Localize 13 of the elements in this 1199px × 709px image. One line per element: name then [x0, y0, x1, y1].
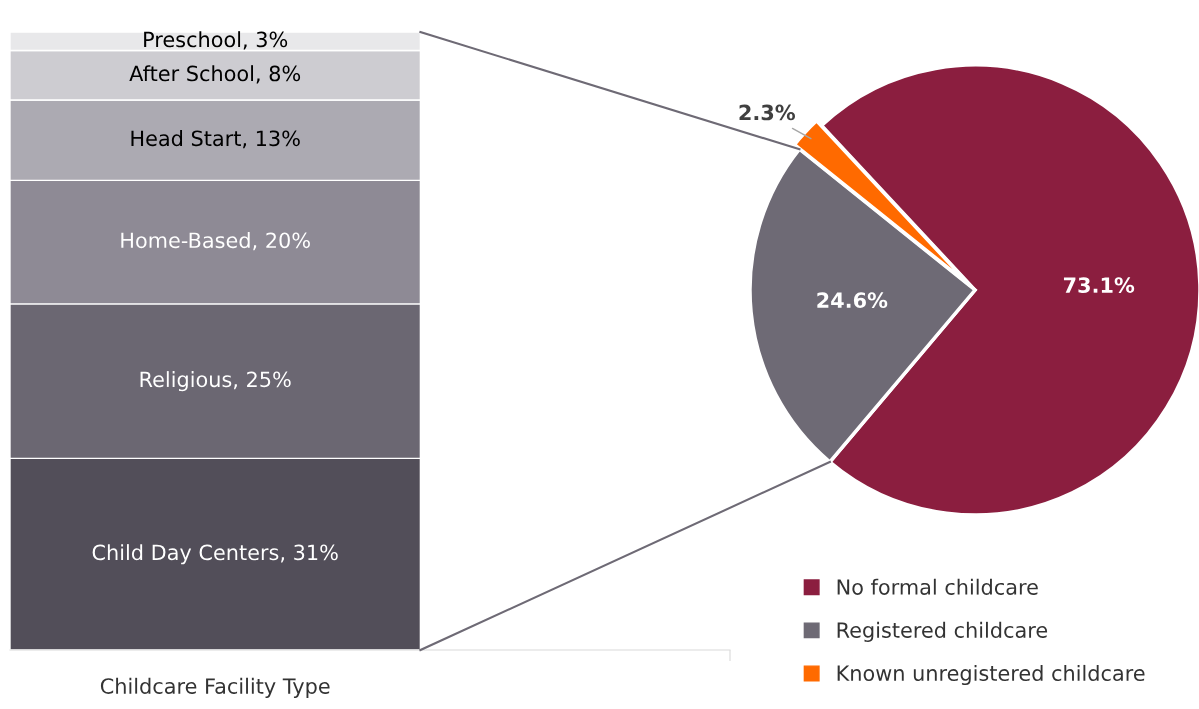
data-label: Preschool, 3% [144, 31, 288, 50]
legend-label: Registered childcare [837, 621, 1048, 642]
data-label: After School, 8% [129, 65, 301, 84]
data-label: 24.6% [817, 292, 888, 309]
x-axis-title: Childcare Facility Type [100, 677, 330, 698]
data-label: Home-Based, 20% [121, 232, 310, 251]
data-label: Head Start, 13% [131, 130, 300, 149]
data-label: Child Day Centers, 31% [92, 544, 338, 565]
legend-label: Known unregistered childcare [837, 664, 1145, 686]
legend-label: No formal childcare [837, 578, 1038, 595]
data-label: Religious, 25% [140, 371, 291, 392]
data-label: 2.3% [739, 104, 796, 121]
data-label: 73.1% [1063, 277, 1135, 293]
